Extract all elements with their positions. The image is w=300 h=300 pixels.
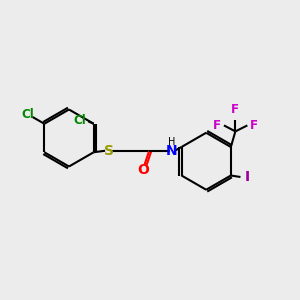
Text: F: F [250, 119, 258, 132]
Text: S: S [104, 144, 114, 158]
Text: Cl: Cl [21, 108, 34, 121]
Text: F: F [231, 103, 239, 116]
Text: N: N [166, 144, 178, 158]
Text: O: O [137, 163, 149, 177]
Text: I: I [244, 170, 250, 184]
Text: Cl: Cl [74, 114, 86, 127]
Text: H: H [168, 137, 176, 147]
Text: F: F [213, 119, 221, 132]
